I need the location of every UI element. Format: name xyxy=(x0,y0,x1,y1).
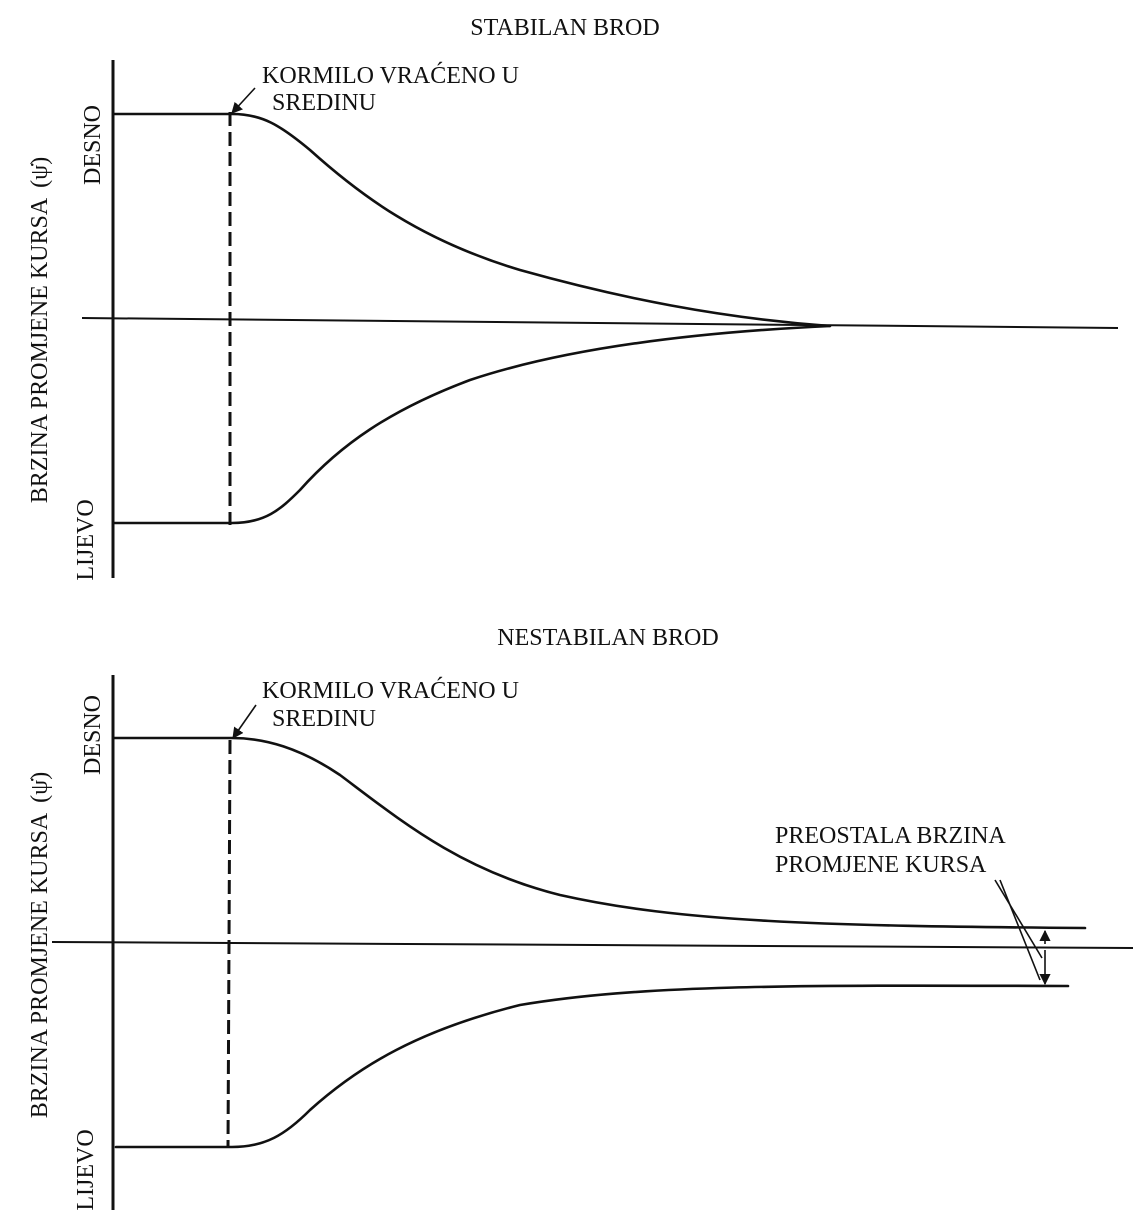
unstable-annotation-line1: KORMILO VRAĆENO U xyxy=(262,677,519,704)
unstable-upper-curve xyxy=(111,736,1087,930)
stable-lijevo-label: LIJEVO xyxy=(73,499,99,580)
unstable-annotation-arrow xyxy=(232,704,257,739)
unstable-title: NESTABILAN BROD xyxy=(497,625,718,651)
residual-label-line1: PREOSTALA BRZINA xyxy=(775,823,1006,849)
unstable-lijevo-label: LIJEVO xyxy=(73,1129,99,1210)
stable-annotation-line1: KORMILO VRAĆENO U xyxy=(262,62,519,89)
residual-leader-line-b xyxy=(999,879,1041,981)
stable-desno-label: DESNO xyxy=(80,105,106,185)
stable-annotation-line2: SREDINU xyxy=(272,90,376,116)
unstable-y-axis-label: BRZINA PROMJENE KURSA(ψ̇) xyxy=(27,772,53,1118)
stable-zero-line xyxy=(81,317,1119,329)
unstable-zero-line xyxy=(51,941,1133,949)
residual-label-line2: PROMJENE KURSA xyxy=(775,852,987,878)
unstable-panel: NESTABILAN BROD DESNO BRZINA PROMJENE KU… xyxy=(27,625,1133,1211)
unstable-lower-curve xyxy=(114,984,1070,1149)
unstable-rudder-dashed-line xyxy=(226,739,232,1148)
unstable-annotation-line2: SREDINU xyxy=(272,706,376,732)
stable-y-axis-label: BRZINA PROMJENE KURSA(ψ̇) xyxy=(27,157,53,503)
unstable-desno-label: DESNO xyxy=(80,695,106,775)
stable-upper-curve xyxy=(111,112,832,328)
stable-lower-curve xyxy=(111,324,832,525)
stable-annotation-arrow xyxy=(231,87,256,114)
residual-leader-line-a xyxy=(994,879,1043,959)
stable-title: STABILAN BROD xyxy=(470,15,659,41)
stable-panel: STABILAN BROD DESNO BRZINA PROMJENE KURS… xyxy=(27,15,1119,581)
